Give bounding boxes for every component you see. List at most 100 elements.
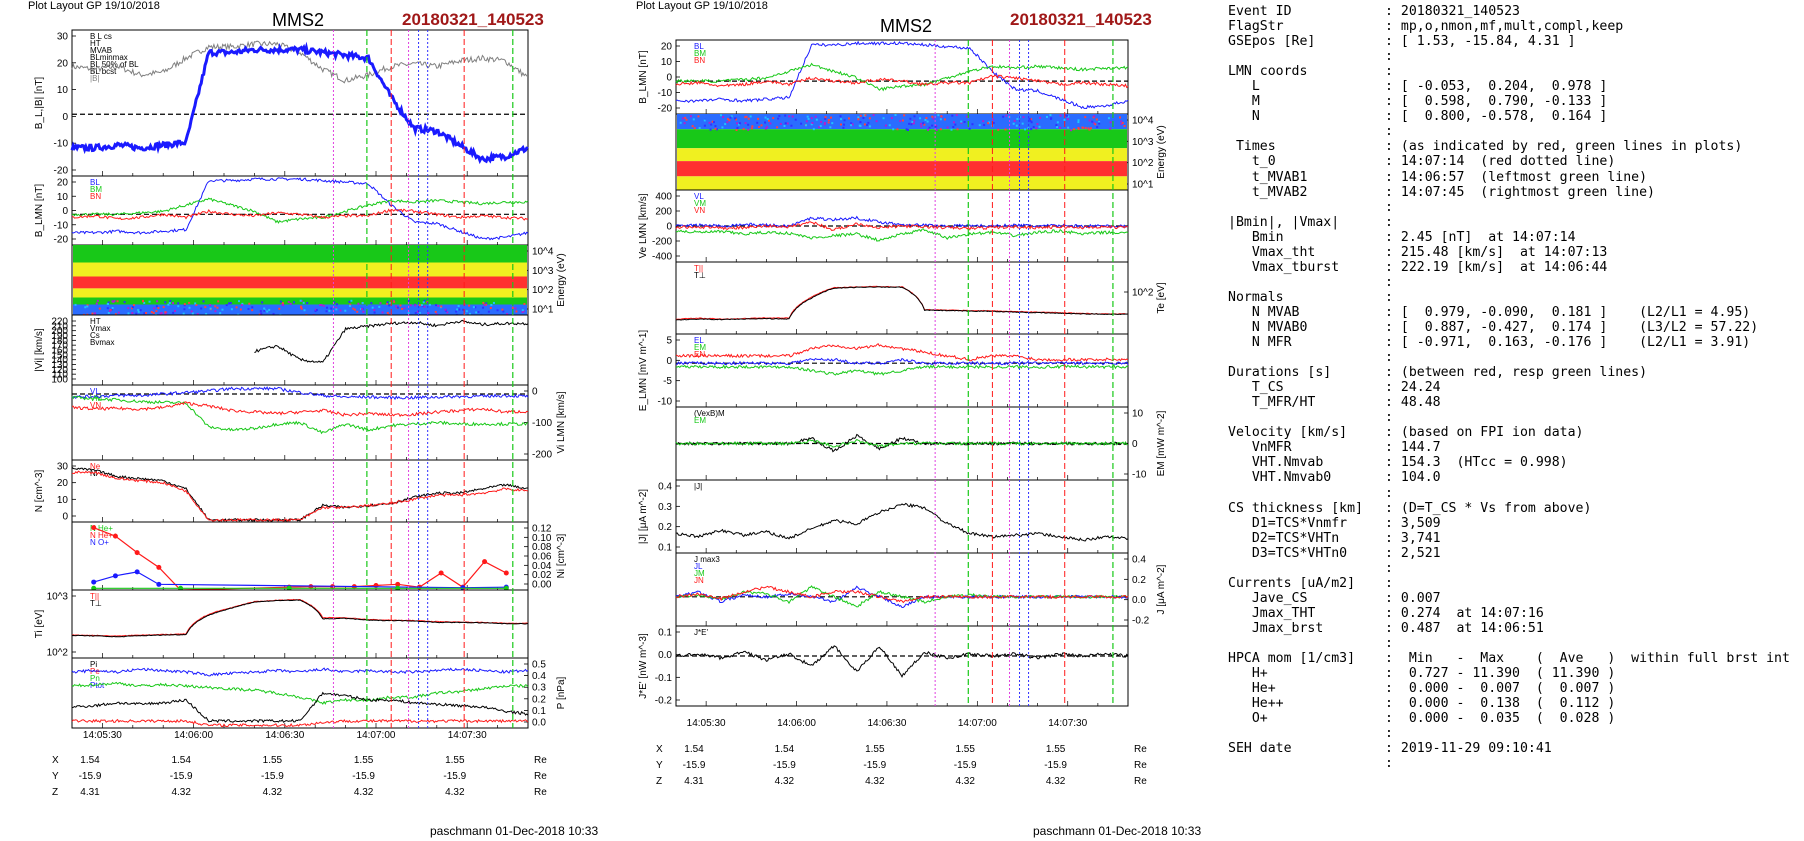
summary-value: 104.0 [1400,470,1441,486]
spectrogram-pixel [909,117,912,120]
spectrogram-band [677,148,1127,162]
spectrogram-pixel [814,115,817,118]
summary-line: : [1228,756,1798,771]
spectrogram-pixel [721,126,724,129]
y-tick-label: 10^4 [1132,116,1154,127]
summary-key: He+ [1228,681,1276,697]
y-tick-label: 30 [57,462,69,473]
summary-colon: : [1385,666,1401,682]
spectrogram-pixel [362,310,365,313]
summary-colon: : [1385,440,1401,456]
spectrogram-pixel [806,115,809,118]
summary-value: Min - Max ( Ave ) within full brst int [1400,651,1790,667]
spectrogram-pixel [225,304,228,307]
y-tick-label: 0.4 [1132,555,1146,566]
spectrogram-pixel [455,310,458,313]
spectrogram-pixel [113,299,116,302]
time-tick-label: 14:05:30 [687,718,726,729]
spectrogram-pixel [356,310,359,313]
summary-value: 14:06:57 (leftmost green line) [1400,169,1648,185]
spectrogram-pixel [418,312,421,315]
spectrogram-pixel [217,300,220,303]
time-tick-label: 14:07:30 [448,730,487,741]
spectrogram-pixel [281,304,284,307]
spectrogram-pixel [227,302,230,305]
position-value: -15.9 [170,771,193,782]
summary-line: Currents [uA/m2]: [1228,576,1798,591]
spectrogram-pixel [183,303,186,306]
spectrogram-pixel [850,122,853,125]
summary-key: Durations [s] [1228,365,1332,381]
spectrogram-pixel [333,301,336,304]
legend-entry: Ne [90,462,101,471]
spectrogram-pixel [823,122,826,125]
spectrogram-pixel [350,299,353,302]
spectrogram-pixel [335,303,338,306]
spectrogram-pixel [1004,128,1007,131]
legend-entry: T|| [90,592,99,601]
summary-key: T_MFR/HT [1228,395,1316,411]
y-axis-label: N [cm^-3] [34,470,45,513]
spectrogram-pixel [1107,117,1110,120]
spectrogram-pixel [932,117,935,120]
spectrogram-pixel [1049,114,1052,117]
spectrogram-pixel [744,116,747,119]
spectrogram-pixel [278,307,281,310]
spectrogram-pixel [522,310,525,313]
spectrogram-pixel [786,122,789,125]
spectrogram-pixel [502,310,505,313]
spectrogram-pixel [378,305,381,308]
spectrogram-pixel [1024,128,1027,131]
spectrogram-pixel [302,301,305,304]
spectrogram-pixel [393,300,396,303]
spectrogram-pixel [926,128,929,131]
spectrogram-pixel [684,116,687,119]
y-tick-label: 0.4 [658,482,672,493]
spectrogram-pixel [86,304,89,307]
summary-colon: : [1385,575,1401,591]
spectrogram-pixel [760,124,763,127]
series-line [675,62,1129,92]
spectrogram-pixel [903,114,906,117]
spectrogram-pixel [987,122,990,125]
y-tick-label: 200 [51,326,68,337]
summary-line: : [1228,350,1798,365]
y-tick-label: 10^2 [1132,158,1154,169]
spectrogram-pixel [240,304,243,307]
time-tick-label: 14:07:00 [958,718,997,729]
spectrogram-pixel [768,119,771,122]
position-value: 4.32 [171,787,191,798]
spectrogram-pixel [111,300,114,303]
legend-entry: T⊥ [694,271,706,280]
spectrogram-pixel [458,308,461,311]
spectrogram-pixel [777,117,780,120]
spectrogram-pixel [736,126,739,129]
summary-colon: : [1385,274,1401,290]
summary-key: He++ [1228,696,1284,712]
series-line [71,599,529,638]
spectrogram-pixel [1095,118,1098,121]
y-tick-label: 0.2 [658,522,672,533]
spectrogram-pixel [521,309,524,312]
spectrogram-pixel [427,312,430,315]
y-tick-label: -10 [54,139,69,150]
y-tick-label: 0.3 [532,683,546,694]
spectrogram-pixel [214,310,217,313]
spectrogram-pixel [697,115,700,118]
y-tick-label: 20 [57,478,69,489]
summary-colon: : [1385,4,1401,19]
y-tick-label: 180 [51,336,68,347]
spectrogram-pixel [1030,121,1033,124]
y-tick-label: 10 [57,192,69,203]
spectrogram-pixel [483,303,486,306]
spectrogram-pixel [884,124,887,127]
spectrogram-pixel [155,310,158,313]
spectrogram-pixel [357,302,360,305]
legend-entry: EL [694,336,704,345]
spectrogram-pixel [951,114,954,117]
spectrogram-pixel [913,119,916,122]
legend-entry: BN [90,192,101,201]
spectrogram-pixel [379,302,382,305]
spectrogram-pixel [361,301,364,304]
series-line [71,395,529,435]
